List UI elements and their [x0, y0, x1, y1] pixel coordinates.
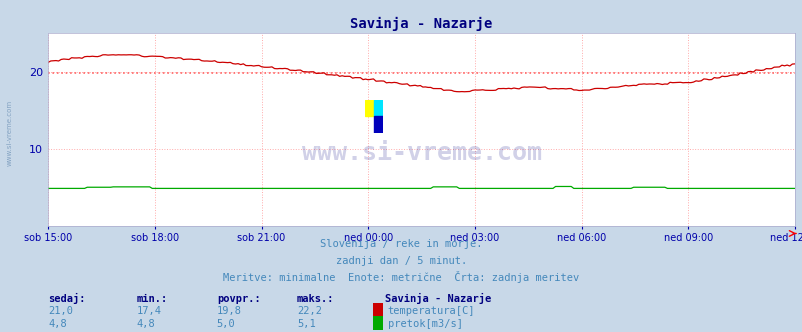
Text: 5,1: 5,1	[297, 319, 315, 329]
Bar	[374, 116, 383, 133]
Text: zadnji dan / 5 minut.: zadnji dan / 5 minut.	[335, 256, 467, 266]
Text: pretok[m3/s]: pretok[m3/s]	[387, 319, 462, 329]
Text: maks.:: maks.:	[297, 294, 334, 304]
Text: 19,8: 19,8	[217, 306, 241, 316]
Text: povpr.:: povpr.:	[217, 294, 260, 304]
Title: Savinja - Nazarje: Savinja - Nazarje	[350, 17, 492, 31]
Text: www.si-vreme.com: www.si-vreme.com	[6, 100, 13, 166]
Text: 21,0: 21,0	[48, 306, 73, 316]
Text: 5,0: 5,0	[217, 319, 235, 329]
Text: Slovenija / reke in morje.: Slovenija / reke in morje.	[320, 239, 482, 249]
Text: 4,8: 4,8	[48, 319, 67, 329]
Text: 22,2: 22,2	[297, 306, 322, 316]
Bar	[374, 100, 383, 116]
Text: temperatura[C]: temperatura[C]	[387, 306, 475, 316]
Bar	[365, 100, 374, 116]
Text: sedaj:: sedaj:	[48, 293, 86, 304]
Text: Savinja - Nazarje: Savinja - Nazarje	[385, 293, 491, 304]
Text: www.si-vreme.com: www.si-vreme.com	[302, 140, 541, 165]
Text: min.:: min.:	[136, 294, 168, 304]
Text: 17,4: 17,4	[136, 306, 161, 316]
Text: 4,8: 4,8	[136, 319, 155, 329]
Text: Meritve: minimalne  Enote: metrične  Črta: zadnja meritev: Meritve: minimalne Enote: metrične Črta:…	[223, 271, 579, 283]
